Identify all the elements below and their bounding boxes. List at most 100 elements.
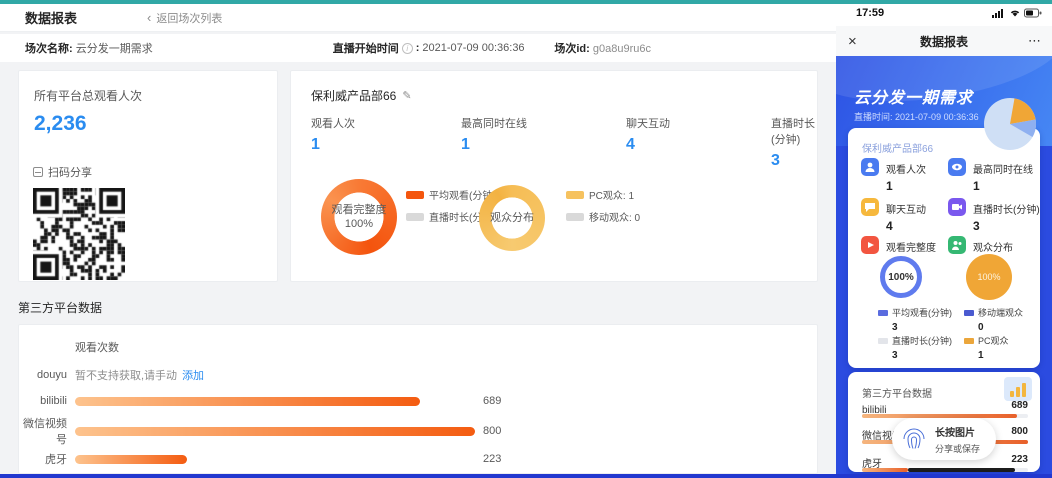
close-icon[interactable]: × [848, 32, 857, 50]
legend-item: PC观众: 1 [566, 187, 640, 202]
live-start-time: 直播开始时间 i : 2021-07-09 00:36:36 [332, 42, 525, 55]
channel-name: 保利威产品部66 [311, 89, 397, 103]
third-party-section-label: 第三方平台数据 [18, 301, 103, 315]
info-icon[interactable]: i [401, 42, 413, 54]
legend-swatch [964, 338, 974, 344]
audience-legend: PC观众: 1 移动观众: 0 [566, 187, 640, 231]
mobile-third-party-title: 第三方平台数据 [862, 389, 932, 400]
chat-icon [861, 198, 879, 216]
completion-donut-value: 100% [344, 218, 374, 230]
mobile-preview-panel: 17:59 × 数据报表 ⋯ 云分发一期需求 直播时间: 2021-07-09 … [836, 0, 1052, 478]
legend-swatch [406, 212, 424, 221]
scan-share-label: 扫码分享 [48, 167, 92, 179]
mobile-stat-audience: 观众分布 [948, 236, 1013, 254]
video-icon [948, 198, 966, 216]
signal-icon [992, 9, 1003, 18]
total-views-label: 所有平台总观看人次 [34, 89, 143, 103]
mobile-audience-circle: 100% [966, 254, 1012, 300]
bar-row-douyu: douyu 暂不支持获取,请手动 添加 [37, 369, 205, 382]
overlay-line1: 长按图片 [935, 427, 975, 439]
session-meta-bar: 场次名称: 云分发一期需求 直播开始时间 i : 2021-07-09 00:3… [0, 34, 836, 62]
mobile-nav-bar: × 数据报表 ⋯ [836, 26, 1052, 56]
page-bottom-border [0, 474, 1052, 478]
status-time: 17:59 [856, 7, 885, 19]
completion-donut-label: 观看完整度 [331, 203, 387, 216]
viewer-icon [861, 158, 879, 176]
mobile-session-title: 云分发一期需求 [854, 90, 974, 107]
mobile-live-time: 直播时间: 2021-07-09 00:36:36 [854, 112, 979, 122]
pie-chart-decoration [984, 98, 1036, 150]
page-top-border [0, 0, 1052, 4]
mobile-stat-duration: 直播时长(分钟) 3 [948, 198, 1040, 233]
legend-item: 移动观众: 0 [566, 209, 640, 224]
mobile-stat-chat: 聊天互动 4 [861, 198, 926, 233]
channel-stats-row: 观看人次 1 最高同时在线 1 聊天互动 4 直播时长(分钟) 3 [291, 115, 819, 169]
play-icon [861, 236, 879, 254]
page-title: 数据报表 [25, 11, 78, 26]
completion-donut-chart: 观看完整度 100% [321, 179, 397, 255]
mobile-completion-ring: 100% [880, 256, 922, 298]
mobile-bar-row-huya: 虎牙 223 [862, 454, 1028, 472]
bar-wechat [75, 426, 475, 436]
legend-swatch [878, 338, 888, 344]
edit-icon[interactable]: ✎ [402, 90, 412, 102]
third-party-chart-card: 观看次数 douyu 暂不支持获取,请手动 添加 bilibili 689 微信… [18, 324, 818, 474]
audience-icon [948, 236, 966, 254]
mobile-bar-row-bilibili: bilibili 689 [862, 400, 1028, 418]
desktop-report-panel: 数据报表 ‹ 返回场次列表 场次名称: 云分发一期需求 直播开始时间 i : 2… [0, 4, 836, 478]
legend-swatch [878, 310, 888, 316]
mobile-legend-item: 直播时长(分钟) 3 [878, 334, 952, 361]
bar-row-wechat-channels: 微信视频号 800 [23, 418, 502, 446]
mobile-stat-peak-online: 最高同时在线 1 [948, 158, 1033, 193]
eye-icon [948, 158, 966, 176]
channel-name-row: 保利威产品部66 ✎ [311, 87, 817, 104]
scan-icon [33, 167, 43, 177]
fingerprint-icon [903, 428, 925, 449]
bar-huya [75, 454, 187, 464]
total-views-value: 2,236 [34, 112, 87, 135]
mobile-stats-card: 保利威产品部66 观看人次 1 最高同时在线 1 聊天互动 4 直播时长(分钟)… [848, 128, 1040, 368]
audience-donut-label: 观众分布 [490, 211, 534, 224]
stat-chat: 聊天互动 4 [626, 118, 670, 153]
legend-swatch [964, 310, 974, 316]
mobile-stat-completion: 观看完整度 [861, 236, 936, 254]
legend-swatch [566, 212, 584, 221]
huya-bar-dark-segment [908, 468, 1015, 472]
stat-views: 观看人次 1 [311, 118, 355, 153]
overlay-line2: 分享或保存 [935, 443, 981, 454]
scan-share-row: 扫码分享 [33, 164, 277, 180]
mobile-stat-views: 观看人次 1 [861, 158, 926, 193]
legend-item: 平均观看(分钟): 3 [406, 187, 507, 202]
battery-icon [1024, 8, 1042, 18]
total-views-card: 所有平台总观看人次 2,236 扫码分享 [18, 70, 278, 282]
long-press-share-tooltip: 长按图片 分享或保存 [892, 418, 996, 460]
channel-stats-card: 保利威产品部66 ✎ 观看人次 1 最高同时在线 1 聊天互动 4 直播时长(分… [290, 70, 818, 282]
session-id: 场次id: g0a8u9ru6c [554, 43, 651, 55]
session-name: 场次名称: 云分发一期需求 [25, 43, 153, 55]
wifi-icon [1010, 10, 1020, 17]
qr-code [33, 188, 125, 280]
mobile-status-bar: 17:59 [836, 0, 1052, 26]
report-header: 数据报表 ‹ 返回场次列表 [0, 4, 836, 32]
mobile-legend-item: PC观众 1 [964, 334, 1009, 361]
audience-donut-chart: 观众分布 [479, 185, 545, 251]
bar-row-bilibili: bilibili 689 [40, 395, 502, 407]
more-icon[interactable]: ⋯ [1028, 33, 1042, 48]
mobile-legend-item: 移动端观众 0 [964, 306, 1023, 333]
mobile-legend-item: 平均观看(分钟) 3 [878, 306, 952, 333]
qr-code-wrap [33, 188, 277, 285]
mobile-channel-name: 保利威产品部66 [862, 144, 934, 155]
legend-swatch [566, 190, 584, 199]
stat-peak-online: 最高同时在线 1 [461, 118, 527, 153]
mobile-nav-title: 数据报表 [919, 34, 968, 49]
bar-chart-title: 观看次数 [75, 342, 119, 354]
back-to-session-list-link[interactable]: ‹ 返回场次列表 [147, 10, 222, 26]
bar-bilibili [75, 396, 420, 406]
chevron-left-icon: ‹ [147, 10, 152, 25]
legend-swatch [406, 190, 424, 199]
back-label: 返回场次列表 [156, 12, 223, 25]
add-manually-link[interactable]: 添加 [182, 370, 205, 382]
bar-chart-icon [1004, 377, 1032, 401]
stat-duration: 直播时长(分钟) 3 [771, 118, 815, 169]
bar-row-huya: 虎牙 223 [45, 453, 502, 466]
